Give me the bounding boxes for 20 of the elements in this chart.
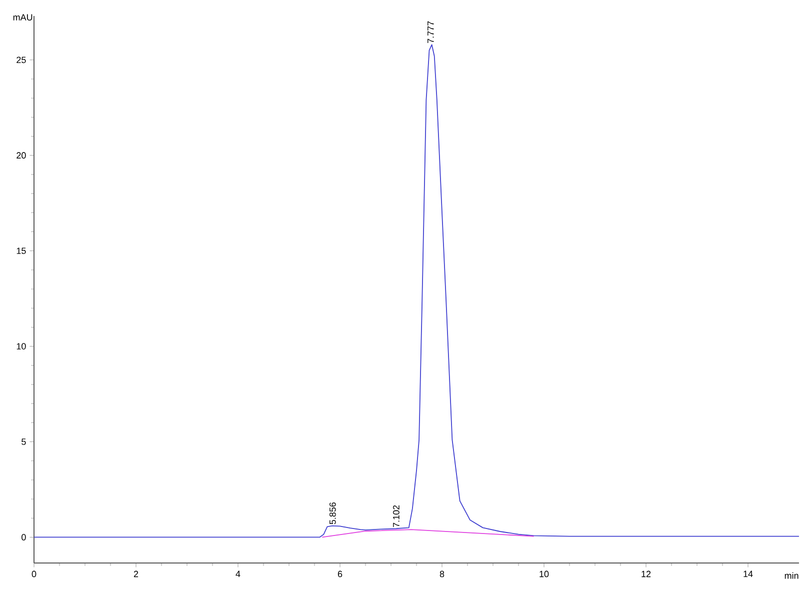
x-tick-label: 12 [642, 570, 651, 578]
x-tick-label: 6 [338, 570, 342, 578]
y-axis-title: mAU [13, 14, 32, 20]
x-tick-label: 14 [744, 570, 753, 577]
y-tick-label: 15 [16, 248, 26, 254]
x-tick-label: 4 [236, 570, 240, 577]
y-tick-label: 5 [22, 438, 26, 445]
y-tick-label: 0 [22, 534, 26, 540]
x-tick-label: 2 [134, 570, 138, 578]
y-tick-label: 20 [16, 152, 26, 159]
x-tick-label: 0 [32, 570, 36, 578]
x-tick-label: 10 [540, 570, 549, 578]
annotation: 7.777 [428, 21, 434, 43]
y-tick-label: 10 [16, 343, 26, 350]
x-axis-title: min [784, 572, 798, 579]
line-series [322, 529, 534, 538]
annotation: 7.102 [393, 505, 400, 527]
x-tick-label: 8 [440, 570, 444, 578]
y-tick-label: 25 [16, 56, 26, 64]
annotation: 5.856 [329, 502, 336, 524]
